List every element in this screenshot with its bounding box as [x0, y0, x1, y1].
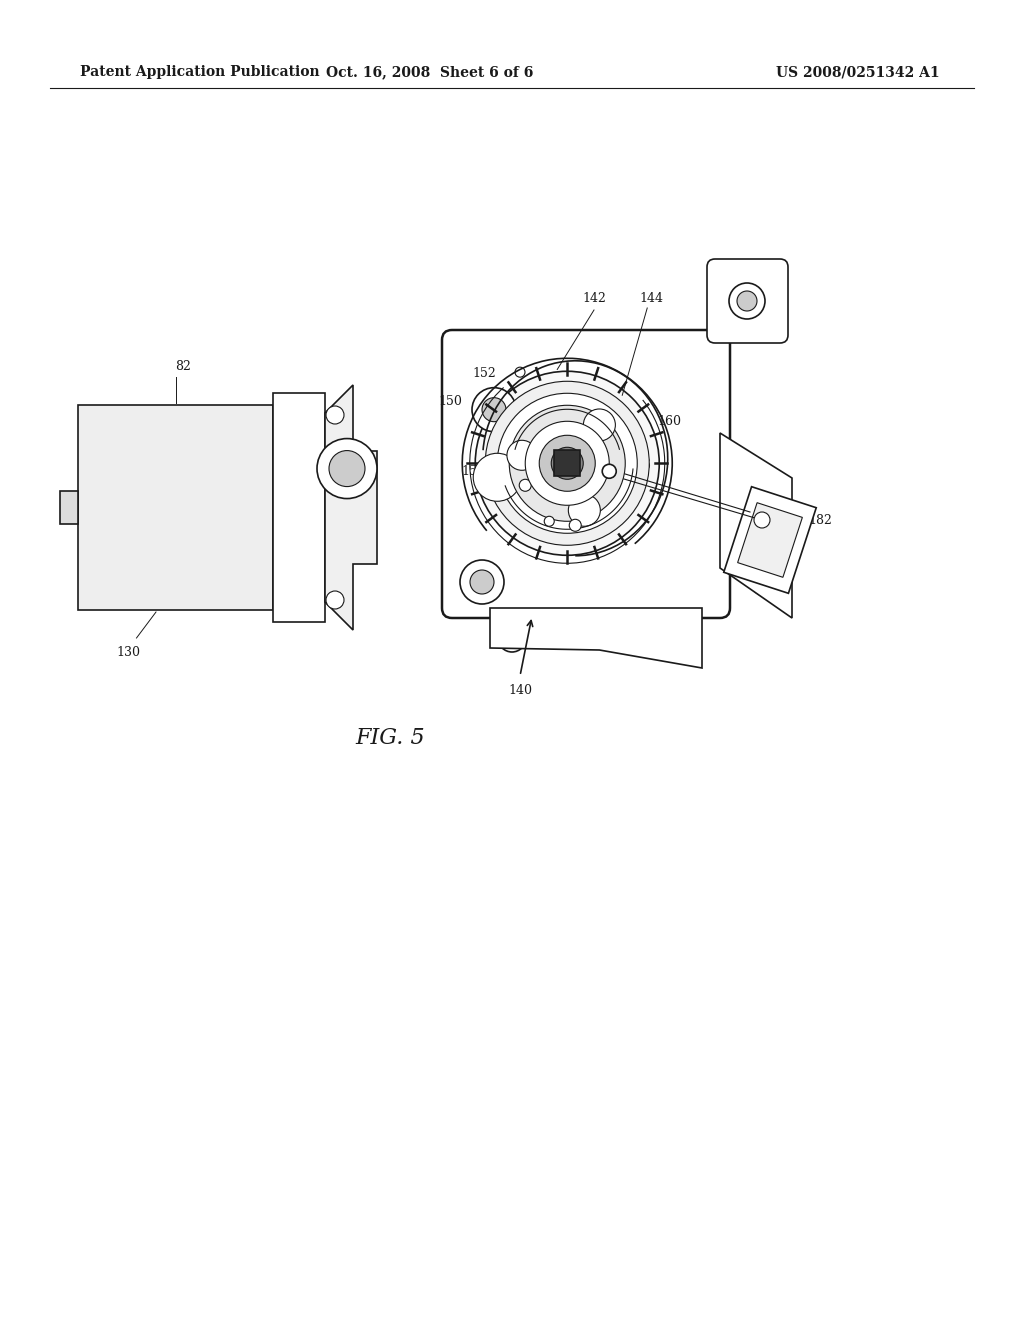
- Text: 159: 159: [462, 465, 485, 478]
- Text: US 2008/0251342 A1: US 2008/0251342 A1: [776, 65, 940, 79]
- Bar: [554, 450, 581, 477]
- Circle shape: [525, 421, 609, 506]
- Polygon shape: [720, 433, 792, 618]
- Circle shape: [509, 405, 626, 521]
- Circle shape: [729, 282, 765, 319]
- Text: 182: 182: [808, 513, 831, 527]
- Text: 140: 140: [508, 684, 532, 697]
- Bar: [273, 393, 325, 622]
- Circle shape: [326, 407, 344, 424]
- Circle shape: [504, 630, 520, 645]
- Circle shape: [460, 560, 504, 605]
- Text: 176: 176: [628, 459, 651, 471]
- FancyBboxPatch shape: [442, 330, 730, 618]
- Circle shape: [584, 409, 615, 441]
- Circle shape: [317, 438, 377, 499]
- Circle shape: [602, 465, 616, 478]
- Circle shape: [737, 290, 757, 312]
- Text: 150: 150: [438, 395, 462, 408]
- Circle shape: [515, 367, 525, 378]
- Text: Oct. 16, 2008  Sheet 6 of 6: Oct. 16, 2008 Sheet 6 of 6: [327, 65, 534, 79]
- Circle shape: [568, 494, 600, 527]
- Text: 82: 82: [175, 360, 191, 374]
- Circle shape: [329, 450, 365, 487]
- Circle shape: [475, 371, 659, 556]
- Circle shape: [498, 393, 637, 533]
- Text: 130: 130: [117, 645, 140, 659]
- Circle shape: [485, 381, 649, 545]
- Bar: [78, 405, 273, 610]
- Text: 157: 157: [527, 516, 551, 529]
- Polygon shape: [737, 503, 803, 577]
- Circle shape: [754, 512, 770, 528]
- Circle shape: [473, 453, 521, 502]
- Circle shape: [472, 388, 516, 432]
- Circle shape: [326, 591, 344, 609]
- Text: 155: 155: [506, 487, 529, 500]
- Text: 178: 178: [521, 519, 545, 532]
- Text: 172: 172: [768, 565, 792, 578]
- Text: FIG. 5: FIG. 5: [355, 727, 425, 748]
- Polygon shape: [325, 385, 377, 630]
- Text: 160: 160: [657, 414, 681, 428]
- Circle shape: [551, 447, 584, 479]
- Circle shape: [757, 572, 775, 589]
- FancyBboxPatch shape: [707, 259, 788, 343]
- Text: 144: 144: [639, 292, 664, 305]
- Circle shape: [544, 516, 554, 527]
- Circle shape: [470, 570, 494, 594]
- Text: 152: 152: [472, 367, 496, 380]
- Circle shape: [498, 624, 526, 652]
- Bar: [60, 491, 78, 524]
- Polygon shape: [724, 487, 816, 593]
- Circle shape: [540, 436, 595, 491]
- Text: 142: 142: [582, 292, 606, 305]
- Polygon shape: [490, 609, 702, 668]
- Text: Patent Application Publication: Patent Application Publication: [80, 65, 319, 79]
- Circle shape: [569, 519, 582, 531]
- Circle shape: [750, 564, 782, 597]
- Circle shape: [519, 479, 531, 491]
- Circle shape: [482, 397, 506, 421]
- Circle shape: [507, 441, 537, 470]
